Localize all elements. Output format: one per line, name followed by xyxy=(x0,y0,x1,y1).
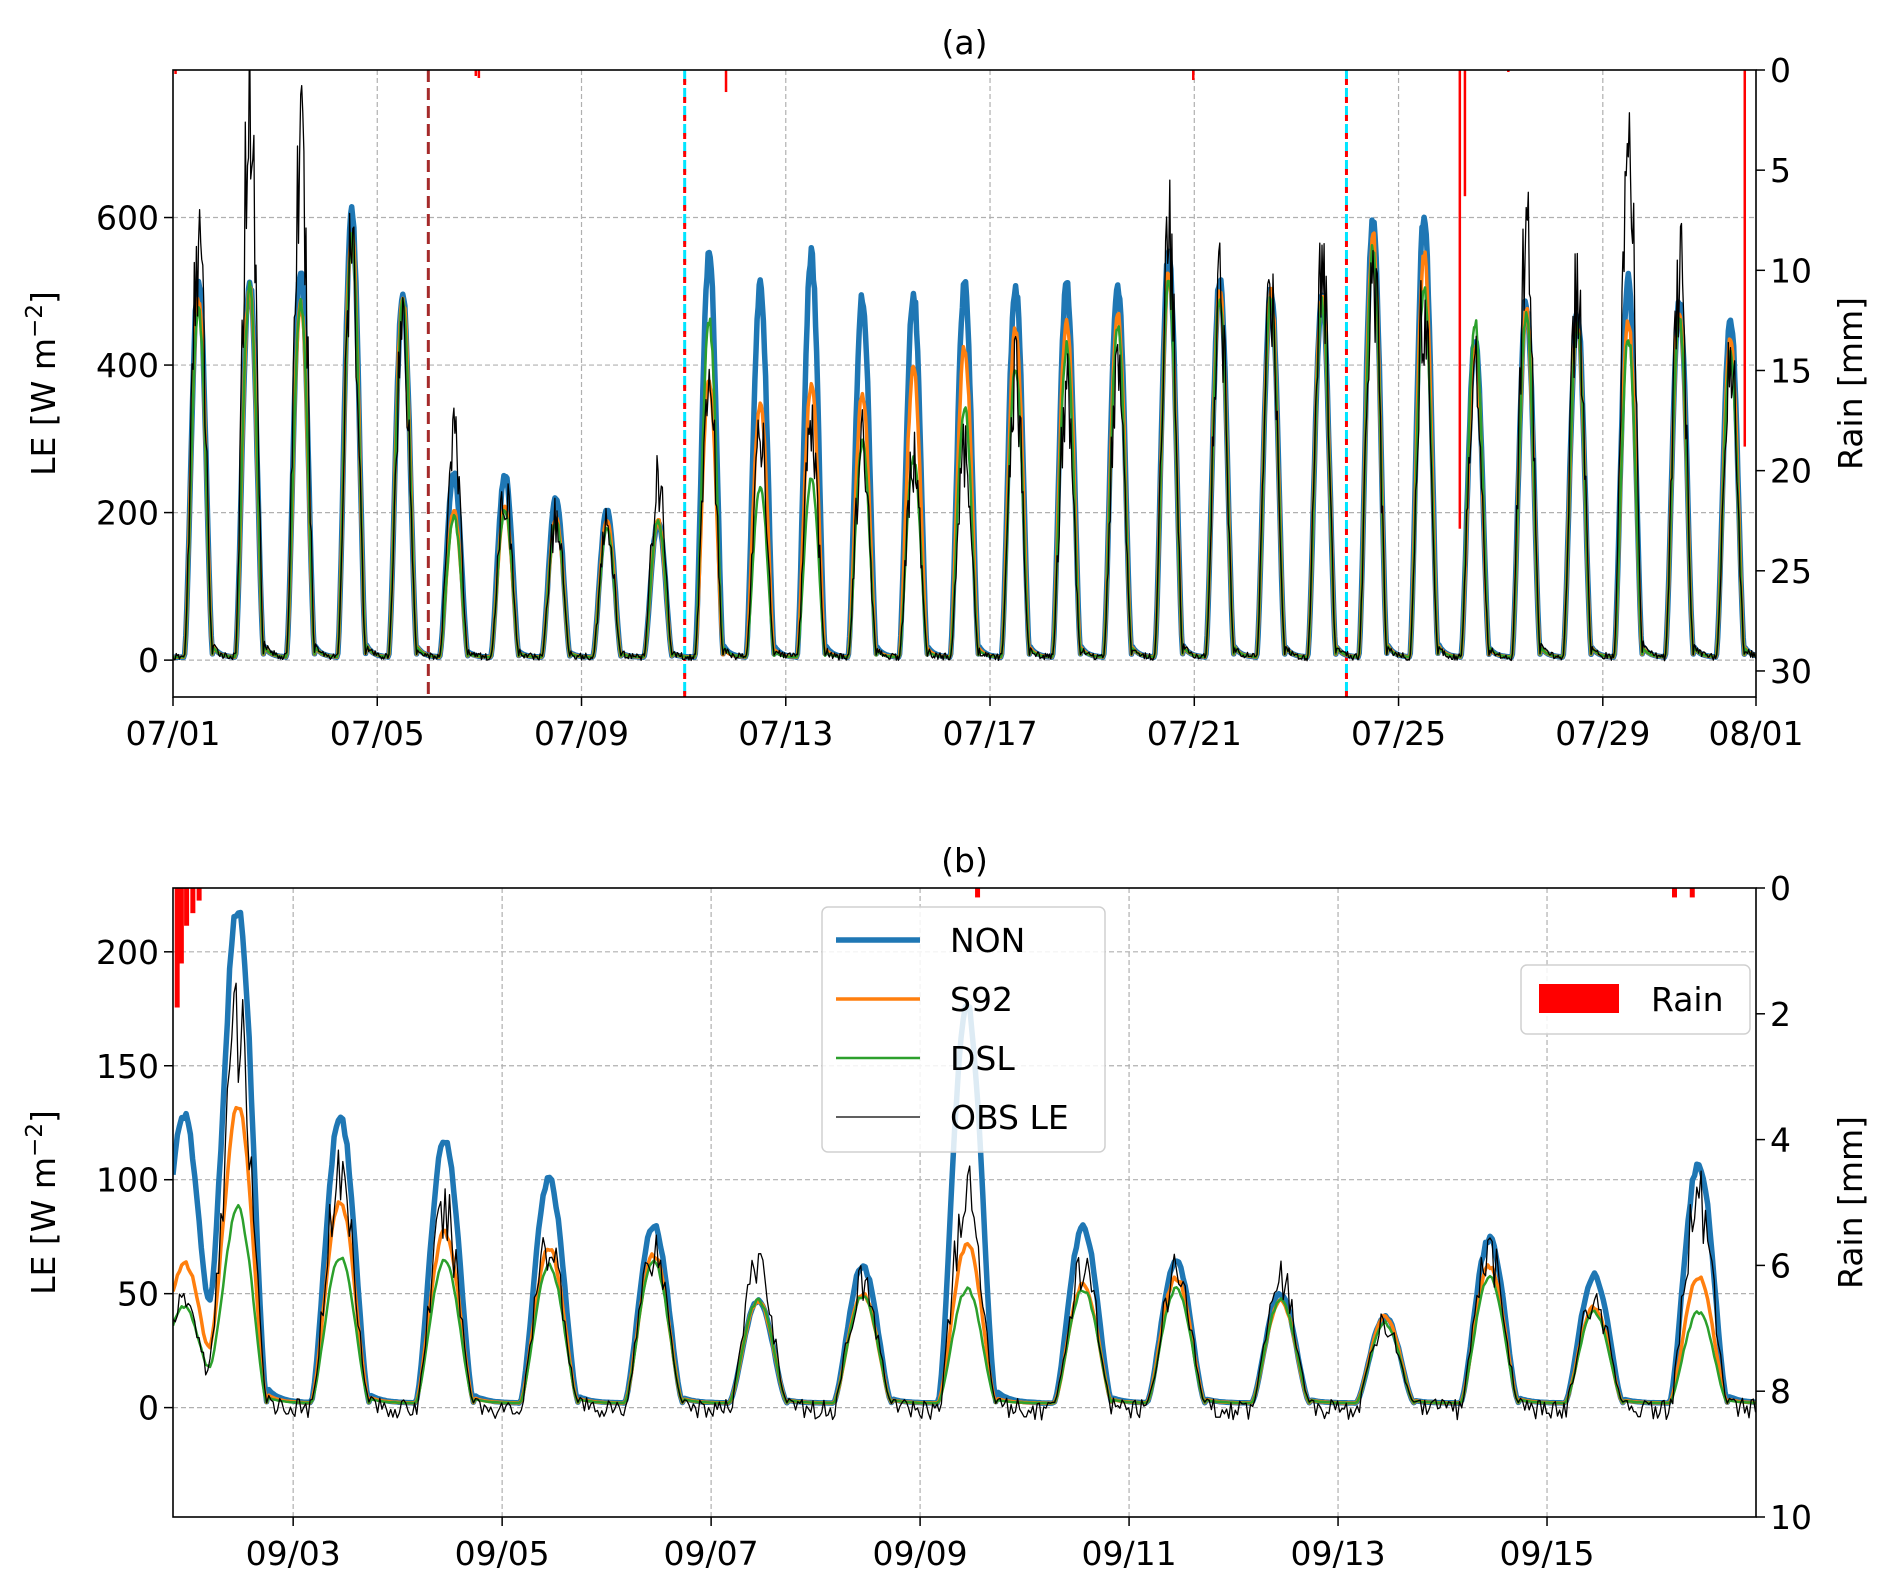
rain-bar xyxy=(975,888,981,898)
rain-bar xyxy=(474,70,478,77)
y-tick-label: 200 xyxy=(96,494,159,533)
series-line-obs-le xyxy=(173,70,1756,662)
rain-bar xyxy=(196,888,202,901)
x-tick-label: 07/29 xyxy=(1555,714,1650,753)
y-axis-label: LE [W m−2] xyxy=(22,1110,63,1295)
x-tick-label: 09/09 xyxy=(873,1534,968,1573)
y-tick-label: 100 xyxy=(96,1161,159,1200)
y-tick-label: 200 xyxy=(96,933,159,972)
y-tick-label: 0 xyxy=(138,1389,159,1428)
y-axis-label: LE [W m−2] xyxy=(22,291,63,476)
rain-legend-swatch xyxy=(1539,984,1619,1013)
x-tick-label: 09/11 xyxy=(1082,1534,1177,1573)
rain-bar xyxy=(1463,70,1467,197)
y2-tick-label: 15 xyxy=(1770,351,1812,390)
legend-label: S92 xyxy=(950,980,1013,1019)
legend-label: DSL xyxy=(950,1039,1015,1078)
y2-tick-label: 10 xyxy=(1770,251,1812,290)
rain-bar xyxy=(184,888,190,926)
series-line-obs-le xyxy=(173,982,1756,1421)
legend-label: NON xyxy=(950,921,1025,960)
y-axis-label-close: ] xyxy=(24,291,63,304)
y2-tick-label: 2 xyxy=(1770,995,1791,1034)
x-tick-label: 07/25 xyxy=(1351,714,1446,753)
series-line-s92 xyxy=(173,1105,1756,1405)
chart-title: (a) xyxy=(942,23,988,62)
y2-tick-label: 4 xyxy=(1770,1121,1791,1160)
panel-b: 09/03 09/05 09/07 09/09 09/11 09/13 09/15 0 50 10… xyxy=(22,841,1870,1573)
x-tick-label: 07/09 xyxy=(534,714,629,753)
rain-legend-box xyxy=(1520,964,1751,1035)
x-tick-label: 09/05 xyxy=(455,1534,550,1573)
y2-tick-label: 0 xyxy=(1770,51,1791,90)
rain-bar xyxy=(1671,888,1677,898)
rain-legend-label: Rain xyxy=(1651,980,1724,1019)
panel-a: 07/01 07/05 07/09 07/13 07/17 07/21 07/25 07/29… xyxy=(22,23,1870,753)
rain-bars xyxy=(174,888,1695,1008)
x-tick-label: 07/01 xyxy=(125,714,220,753)
rain-bar xyxy=(1689,888,1695,898)
y-axis-label-superscript: −2 xyxy=(22,304,48,338)
x-tick-label: 09/03 xyxy=(246,1534,341,1573)
y2-tick-label: 8 xyxy=(1770,1372,1791,1411)
x-tick-label: 07/21 xyxy=(1147,714,1242,753)
y-axis-label-main: LE [W m xyxy=(24,1157,63,1295)
series-line-dsl xyxy=(173,1203,1756,1405)
y2-axis-label: Rain [mm] xyxy=(1831,1116,1870,1289)
x-tick-label: 08/01 xyxy=(1708,714,1803,753)
x-tick-label: 07/17 xyxy=(942,714,1037,753)
rain-bar xyxy=(477,70,481,79)
y2-tick-label: 25 xyxy=(1770,552,1812,591)
axes-frame xyxy=(172,887,1757,1518)
y2-tick-label: 30 xyxy=(1770,652,1812,691)
rain-bar xyxy=(174,70,177,75)
y-axis-label-close: ] xyxy=(24,1110,63,1123)
y2-tick-label: 20 xyxy=(1770,452,1812,491)
y2-tick-label: 10 xyxy=(1770,1498,1812,1537)
legend-box xyxy=(821,906,1106,1153)
x-tick-label: 09/15 xyxy=(1499,1534,1594,1573)
rain-bars xyxy=(174,70,1747,529)
y-tick-label: 600 xyxy=(96,199,159,238)
rain-bar xyxy=(178,888,184,964)
y-tick-label: 0 xyxy=(138,641,159,680)
y-tick-label: 150 xyxy=(96,1047,159,1086)
legend-label: OBS LE xyxy=(950,1098,1069,1137)
y2-tick-label: 6 xyxy=(1770,1246,1791,1285)
rain-bar xyxy=(190,888,196,914)
y2-tick-label: 0 xyxy=(1770,869,1791,908)
x-tick-label: 09/07 xyxy=(664,1534,759,1573)
rain-bar xyxy=(1458,70,1462,529)
axes-frame xyxy=(172,69,1757,698)
y-axis-label-main: LE [W m xyxy=(24,338,63,476)
x-tick-label: 07/05 xyxy=(330,714,425,753)
x-tick-label: 07/13 xyxy=(738,714,833,753)
rain-bar xyxy=(724,70,728,93)
y2-tick-label: 5 xyxy=(1770,151,1791,190)
x-tick-label: 09/13 xyxy=(1290,1534,1385,1573)
rain-bar xyxy=(1507,70,1510,73)
rain-bar xyxy=(1743,70,1747,447)
y-axis-label-superscript: −2 xyxy=(22,1123,48,1157)
y2-axis-label: Rain [mm] xyxy=(1831,297,1870,470)
y-tick-label: 50 xyxy=(117,1275,159,1314)
chart-title: (b) xyxy=(941,841,988,880)
rain-bar xyxy=(174,888,180,1008)
rain-bar xyxy=(1192,70,1195,81)
y-tick-label: 400 xyxy=(96,346,159,385)
series-lines xyxy=(173,70,1756,662)
